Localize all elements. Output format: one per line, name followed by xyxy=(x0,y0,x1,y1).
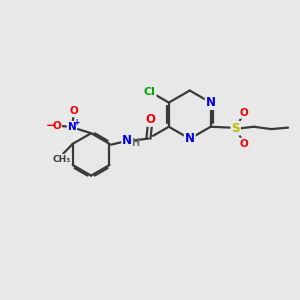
Text: O: O xyxy=(52,121,61,131)
Text: O: O xyxy=(240,108,248,118)
Text: CH₃: CH₃ xyxy=(52,154,71,164)
Text: O: O xyxy=(145,113,155,126)
Text: O: O xyxy=(240,139,248,148)
Text: +: + xyxy=(73,118,79,127)
Text: N: N xyxy=(206,96,216,109)
Text: N: N xyxy=(185,132,195,145)
Text: H: H xyxy=(131,138,140,148)
Text: Cl: Cl xyxy=(144,87,156,97)
Text: N: N xyxy=(68,122,76,132)
Text: O: O xyxy=(69,106,78,116)
Text: S: S xyxy=(231,122,240,135)
Text: −: − xyxy=(46,119,56,132)
Text: N: N xyxy=(122,134,132,147)
